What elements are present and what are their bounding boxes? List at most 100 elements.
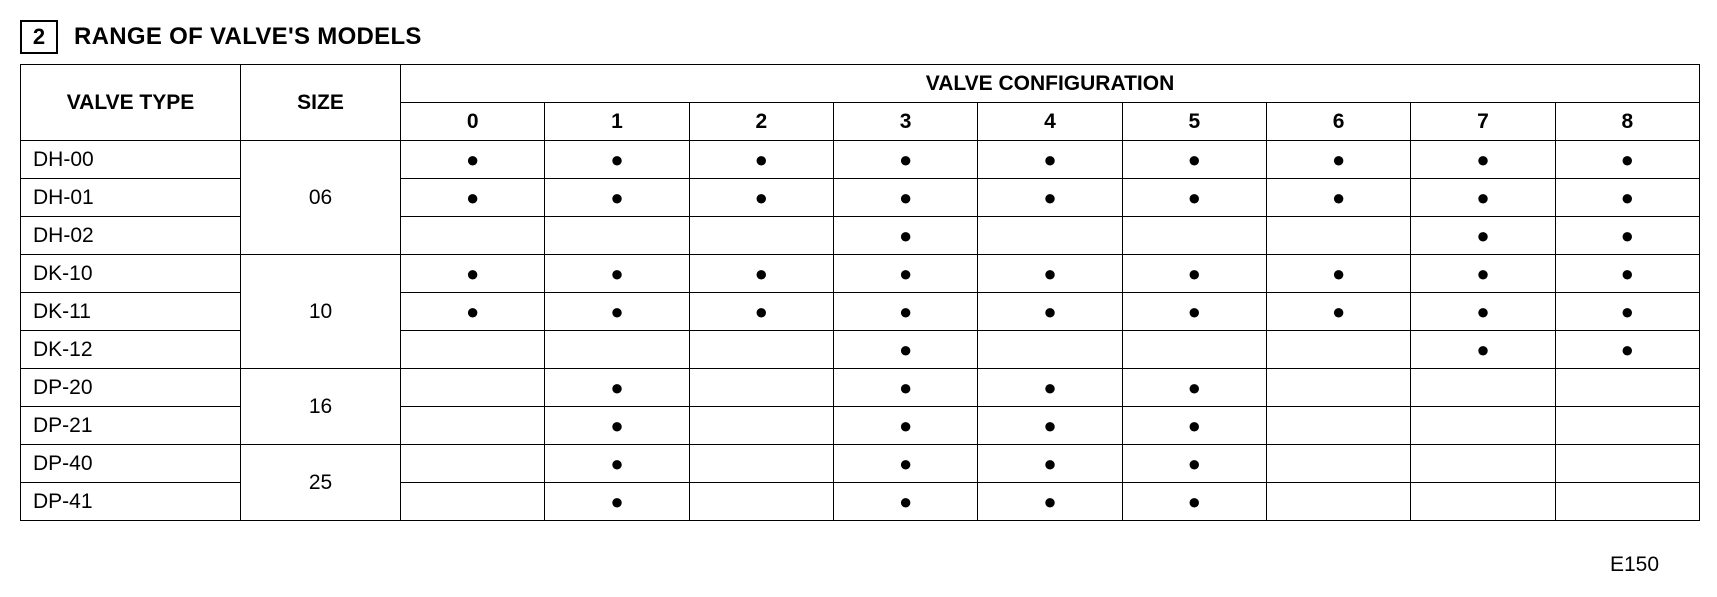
config-cell: ● [833, 179, 977, 217]
section-heading: 2 RANGE OF VALVE'S MODELS [20, 20, 1697, 54]
config-cell: ● [1266, 293, 1410, 331]
config-cell [1266, 369, 1410, 407]
config-cell: ● [689, 179, 833, 217]
valve-type-cell: DK-10 [21, 255, 241, 293]
config-cell: ● [401, 179, 545, 217]
config-cell [1555, 483, 1699, 521]
config-cell [401, 483, 545, 521]
config-cell [401, 331, 545, 369]
config-cell: ● [545, 407, 689, 445]
valve-type-cell: DP-20 [21, 369, 241, 407]
config-cell [689, 217, 833, 255]
config-cell: ● [1411, 179, 1555, 217]
config-cell [401, 217, 545, 255]
config-cell [1266, 483, 1410, 521]
config-cell: ● [545, 141, 689, 179]
config-cell: ● [978, 141, 1122, 179]
col-header-config-group: VALVE CONFIGURATION [401, 65, 1700, 103]
config-cell: ● [833, 331, 977, 369]
config-cell: ● [833, 217, 977, 255]
config-cell: ● [1122, 445, 1266, 483]
config-cell: ● [1266, 141, 1410, 179]
config-cell: ● [833, 293, 977, 331]
col-header-config-4: 4 [978, 103, 1122, 141]
config-cell [1555, 407, 1699, 445]
config-cell: ● [1122, 293, 1266, 331]
config-cell: ● [978, 179, 1122, 217]
config-cell [689, 331, 833, 369]
config-cell: ● [1122, 255, 1266, 293]
valve-type-cell: DP-21 [21, 407, 241, 445]
config-cell [978, 217, 1122, 255]
valve-type-cell: DP-40 [21, 445, 241, 483]
col-header-size: SIZE [241, 65, 401, 141]
config-cell: ● [689, 293, 833, 331]
config-cell [1266, 217, 1410, 255]
config-cell: ● [401, 141, 545, 179]
config-cell: ● [545, 483, 689, 521]
col-header-config-8: 8 [1555, 103, 1699, 141]
config-cell: ● [689, 255, 833, 293]
config-cell: ● [833, 141, 977, 179]
config-cell: ● [689, 141, 833, 179]
config-cell [1411, 483, 1555, 521]
valve-type-cell: DH-00 [21, 141, 241, 179]
config-cell [1266, 331, 1410, 369]
valve-type-cell: DP-41 [21, 483, 241, 521]
config-cell [1555, 445, 1699, 483]
config-cell [689, 445, 833, 483]
size-cell: 16 [241, 369, 401, 445]
config-cell: ● [833, 407, 977, 445]
config-cell: ● [1555, 179, 1699, 217]
col-header-config-0: 0 [401, 103, 545, 141]
config-cell: ● [833, 255, 977, 293]
size-cell: 25 [241, 445, 401, 521]
config-cell: ● [978, 445, 1122, 483]
config-cell: ● [978, 407, 1122, 445]
col-header-valve-type: VALVE TYPE [21, 65, 241, 141]
config-cell [1411, 369, 1555, 407]
col-header-config-3: 3 [833, 103, 977, 141]
config-cell: ● [978, 293, 1122, 331]
config-cell [1266, 445, 1410, 483]
config-cell: ● [545, 179, 689, 217]
config-cell: ● [1555, 217, 1699, 255]
table-head: VALVE TYPE SIZE VALVE CONFIGURATION 0123… [21, 65, 1700, 141]
config-cell [401, 369, 545, 407]
section-title: RANGE OF VALVE'S MODELS [74, 23, 422, 51]
config-cell: ● [401, 255, 545, 293]
config-cell: ● [1122, 179, 1266, 217]
config-cell [545, 331, 689, 369]
config-cell [689, 369, 833, 407]
config-cell: ● [1122, 141, 1266, 179]
config-cell [1122, 331, 1266, 369]
config-cell: ● [1411, 217, 1555, 255]
col-header-config-2: 2 [689, 103, 833, 141]
config-cell: ● [1266, 179, 1410, 217]
config-cell: ● [833, 483, 977, 521]
col-header-config-1: 1 [545, 103, 689, 141]
config-cell: ● [1122, 483, 1266, 521]
config-cell: ● [1411, 141, 1555, 179]
size-cell: 10 [241, 255, 401, 369]
config-cell [401, 445, 545, 483]
config-cell [1555, 369, 1699, 407]
config-cell: ● [401, 293, 545, 331]
size-cell: 06 [241, 141, 401, 255]
config-cell: ● [978, 483, 1122, 521]
config-cell: ● [978, 369, 1122, 407]
config-cell: ● [978, 255, 1122, 293]
config-cell: ● [1122, 369, 1266, 407]
col-header-config-5: 5 [1122, 103, 1266, 141]
config-cell [689, 407, 833, 445]
config-cell: ● [545, 255, 689, 293]
col-header-config-7: 7 [1411, 103, 1555, 141]
config-cell [1122, 217, 1266, 255]
config-cell: ● [1411, 331, 1555, 369]
config-cell: ● [1555, 293, 1699, 331]
table-row: DP-4025●●●● [21, 445, 1700, 483]
page-reference: E150 [20, 553, 1697, 577]
config-cell: ● [1266, 255, 1410, 293]
config-cell [1411, 445, 1555, 483]
config-cell: ● [833, 445, 977, 483]
